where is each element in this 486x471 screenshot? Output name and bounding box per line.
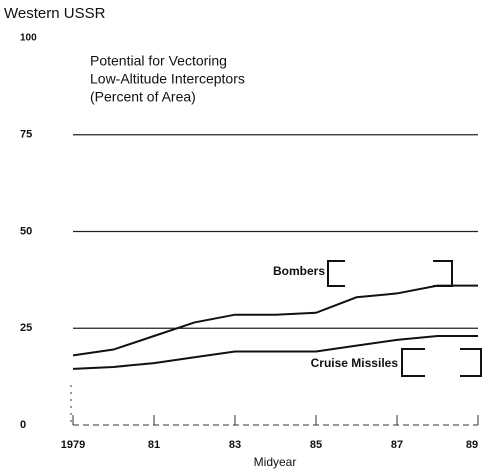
chart-subtitle: Potential for Vectoring: [90, 53, 227, 69]
y-tick-label: 0: [20, 419, 26, 431]
chart-title: Western USSR: [4, 5, 106, 22]
series-label: Bombers: [273, 264, 325, 278]
bracket: [460, 348, 482, 377]
bracket: [433, 260, 453, 287]
x-tick-label: 87: [391, 439, 403, 451]
series-label: Cruise Missiles: [311, 356, 399, 370]
y-tick-label: 75: [20, 129, 32, 141]
chart-subtitle: Low-Altitude Interceptors: [90, 71, 245, 87]
bracket: [401, 348, 425, 377]
bracket: [327, 260, 345, 287]
x-tick-label: 1979: [61, 439, 85, 451]
x-tick-label: 89: [466, 439, 478, 451]
x-axis-label: Midyear: [254, 455, 297, 469]
y-tick-label: 50: [20, 225, 32, 237]
x-tick-label: 83: [229, 439, 241, 451]
x-tick-label: 85: [310, 439, 322, 451]
line: [72, 334, 478, 370]
x-tick-label: 81: [148, 439, 160, 451]
chart-subtitle: (Percent of Area): [90, 89, 196, 105]
y-tick-label: 100: [20, 33, 37, 44]
y-tick-label: 25: [20, 322, 32, 334]
line: [72, 284, 478, 357]
